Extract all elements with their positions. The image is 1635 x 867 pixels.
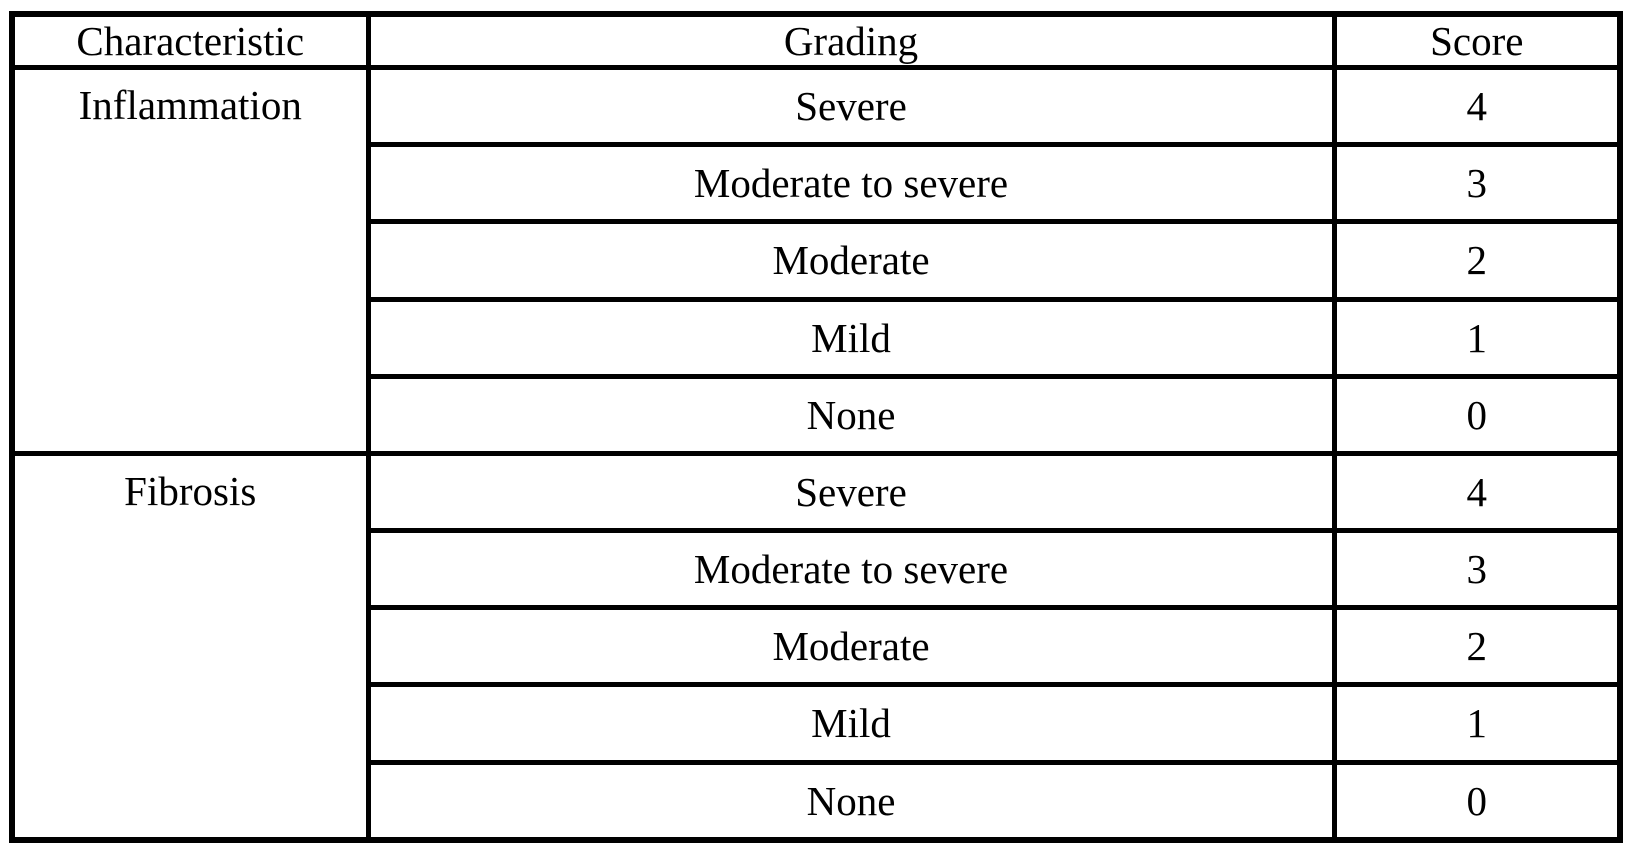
characteristic-label: Fibrosis [124, 467, 257, 514]
grading-score-table: Characteristic Grading Score Inflammatio… [9, 11, 1623, 843]
table-row: None 0 [12, 373, 1623, 456]
grading-cell: Severe [365, 64, 1337, 148]
score-cell: 2 [1331, 605, 1623, 688]
score-cell: 4 [1331, 64, 1623, 148]
score-cell: 3 [1331, 528, 1623, 611]
grading-cell: None [365, 373, 1337, 456]
table-body: Inflammation Severe 4 Moderate to severe 3 Mo… [9, 64, 1623, 843]
grading-cell: Moderate to severe [365, 142, 1337, 225]
header-row: Characteristic Grading Score [9, 11, 1623, 70]
score-cell: 0 [1331, 373, 1623, 456]
table-row: Moderate 2 [12, 219, 1623, 302]
grading-cell: Mild [365, 296, 1337, 379]
grading-cell: Severe [365, 450, 1337, 534]
characteristic-cell: Fibrosis [9, 450, 371, 843]
table-row: Inflammation Severe 4 [9, 64, 1623, 456]
table-row: None 0 [12, 759, 1623, 843]
score-cell: 0 [1331, 759, 1623, 843]
score-cell: 1 [1331, 682, 1623, 765]
header-score: Score [1331, 11, 1623, 70]
characteristic-cell: Inflammation [9, 65, 371, 456]
characteristic-label: Inflammation [78, 82, 302, 128]
table-row: Fibrosis Severe 4 [9, 450, 1623, 843]
grading-cell: Mild [365, 682, 1337, 765]
grading-cell: Moderate to severe [365, 528, 1337, 611]
grading-cell: Moderate [365, 219, 1337, 302]
table-row: Mild 1 [12, 682, 1623, 765]
grading-cell: None [365, 759, 1337, 843]
header-characteristic: Characteristic [9, 11, 371, 70]
header-grading: Grading [365, 11, 1337, 70]
table-row: Mild 1 [12, 296, 1623, 379]
score-cell: 1 [1331, 296, 1623, 379]
grading-cell: Moderate [365, 605, 1337, 688]
table-row: Moderate to severe 3 [12, 142, 1623, 225]
score-cell: 3 [1331, 142, 1623, 225]
table-row: Moderate 2 [12, 605, 1623, 688]
score-cell: 4 [1331, 450, 1623, 534]
table-row: Moderate to severe 3 [12, 528, 1623, 611]
score-cell: 2 [1331, 219, 1623, 302]
